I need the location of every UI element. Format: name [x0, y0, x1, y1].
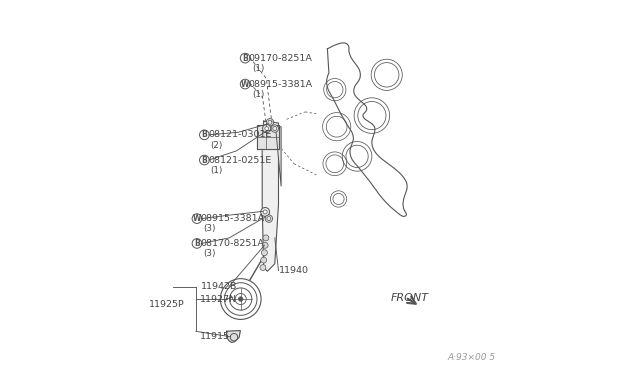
Circle shape	[239, 297, 243, 301]
Text: 08170-8251A: 08170-8251A	[201, 239, 264, 248]
Text: 09170-8251A: 09170-8251A	[249, 54, 313, 62]
Text: FRONT: FRONT	[390, 293, 428, 303]
Circle shape	[262, 125, 271, 133]
Text: 08915-3381A: 08915-3381A	[201, 214, 265, 223]
Circle shape	[263, 235, 269, 241]
Text: B: B	[202, 130, 207, 140]
Circle shape	[260, 257, 267, 263]
Text: (1): (1)	[211, 166, 223, 175]
Text: (2): (2)	[211, 141, 223, 150]
Text: W: W	[193, 214, 201, 223]
Circle shape	[266, 119, 274, 126]
Text: 08915-3381A: 08915-3381A	[249, 80, 313, 89]
Polygon shape	[227, 331, 240, 342]
Polygon shape	[257, 125, 279, 149]
Text: 11940: 11940	[279, 266, 309, 275]
Text: B: B	[202, 155, 207, 164]
Circle shape	[263, 210, 267, 214]
Text: 11942B: 11942B	[202, 282, 238, 291]
Circle shape	[271, 125, 278, 132]
Text: A·93×00 5: A·93×00 5	[448, 353, 496, 362]
Circle shape	[220, 279, 261, 320]
Polygon shape	[262, 121, 278, 271]
Circle shape	[262, 250, 268, 256]
Text: 11925P: 11925P	[148, 300, 184, 309]
Circle shape	[260, 208, 269, 217]
Text: (1): (1)	[253, 64, 265, 73]
Text: 08121-0251E: 08121-0251E	[208, 155, 271, 164]
Polygon shape	[276, 127, 281, 186]
Text: B: B	[194, 239, 200, 248]
Text: (3): (3)	[204, 224, 216, 234]
Circle shape	[260, 264, 266, 270]
Text: 11927N: 11927N	[200, 295, 237, 304]
Text: 11915: 11915	[200, 331, 230, 341]
Circle shape	[265, 215, 273, 222]
Polygon shape	[326, 43, 407, 217]
Text: 08121-0301E: 08121-0301E	[208, 130, 271, 140]
Text: W: W	[241, 80, 250, 89]
Circle shape	[262, 242, 268, 248]
Text: (1): (1)	[253, 90, 265, 99]
Text: (3): (3)	[204, 249, 216, 258]
Circle shape	[265, 127, 268, 131]
Text: B: B	[243, 54, 248, 62]
